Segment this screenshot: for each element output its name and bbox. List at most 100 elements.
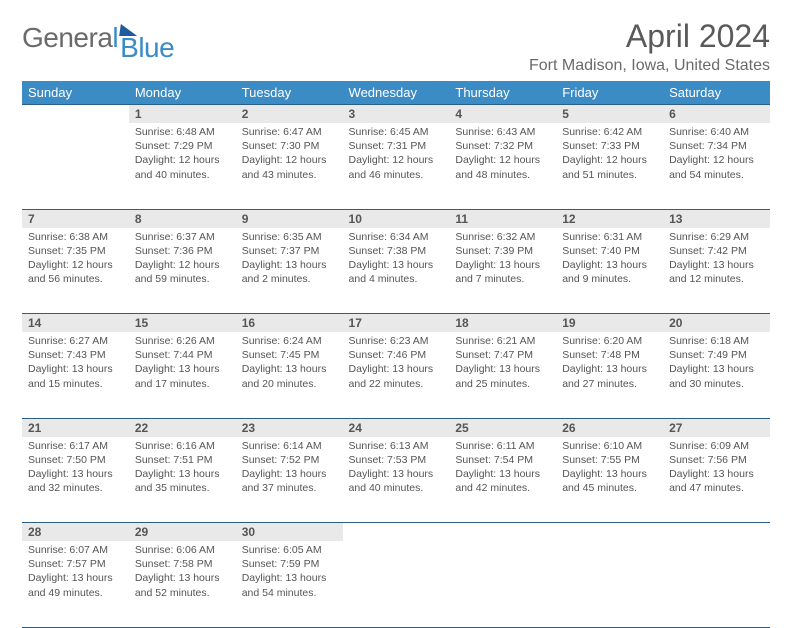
sunrise-line: Sunrise: 6:47 AM [242,125,337,139]
sunrise-line: Sunrise: 6:13 AM [349,439,444,453]
weekday-header-row: Sunday Monday Tuesday Wednesday Thursday… [22,81,770,105]
day-cell: Sunrise: 6:48 AMSunset: 7:29 PMDaylight:… [129,123,236,209]
day-number: 22 [129,418,236,437]
day-number: 11 [449,209,556,228]
day-number [449,523,556,542]
daylight-line: Daylight: 13 hours and 2 minutes. [242,258,337,286]
sunrise-line: Sunrise: 6:27 AM [28,334,123,348]
daylight-line: Daylight: 12 hours and 54 minutes. [669,153,764,181]
sunrise-line: Sunrise: 6:18 AM [669,334,764,348]
day-cell: Sunrise: 6:17 AMSunset: 7:50 PMDaylight:… [22,437,129,523]
day-number [22,105,129,124]
daylight-line: Daylight: 13 hours and 54 minutes. [242,571,337,599]
daylight-line: Daylight: 12 hours and 59 minutes. [135,258,230,286]
weekday-header: Friday [556,81,663,105]
sunset-line: Sunset: 7:57 PM [28,557,123,571]
weekday-header: Sunday [22,81,129,105]
sunset-line: Sunset: 7:56 PM [669,453,764,467]
day-number [663,523,770,542]
day-number: 1 [129,105,236,124]
sunrise-line: Sunrise: 6:48 AM [135,125,230,139]
day-number: 14 [22,314,129,333]
sunrise-line: Sunrise: 6:11 AM [455,439,550,453]
daylight-line: Daylight: 12 hours and 40 minutes. [135,153,230,181]
sunrise-line: Sunrise: 6:32 AM [455,230,550,244]
day-cell: Sunrise: 6:05 AMSunset: 7:59 PMDaylight:… [236,541,343,627]
sunrise-line: Sunrise: 6:34 AM [349,230,444,244]
sunrise-line: Sunrise: 6:38 AM [28,230,123,244]
daylight-line: Daylight: 13 hours and 52 minutes. [135,571,230,599]
content-row: Sunrise: 6:48 AMSunset: 7:29 PMDaylight:… [22,123,770,209]
daynum-row: 78910111213 [22,209,770,228]
sunrise-line: Sunrise: 6:40 AM [669,125,764,139]
sunset-line: Sunset: 7:52 PM [242,453,337,467]
day-cell: Sunrise: 6:24 AMSunset: 7:45 PMDaylight:… [236,332,343,418]
sunrise-line: Sunrise: 6:16 AM [135,439,230,453]
day-number: 16 [236,314,343,333]
content-row: Sunrise: 6:27 AMSunset: 7:43 PMDaylight:… [22,332,770,418]
day-cell: Sunrise: 6:38 AMSunset: 7:35 PMDaylight:… [22,228,129,314]
daylight-line: Daylight: 13 hours and 20 minutes. [242,362,337,390]
daynum-row: 21222324252627 [22,418,770,437]
day-cell: Sunrise: 6:40 AMSunset: 7:34 PMDaylight:… [663,123,770,209]
sunset-line: Sunset: 7:38 PM [349,244,444,258]
day-cell: Sunrise: 6:37 AMSunset: 7:36 PMDaylight:… [129,228,236,314]
sunset-line: Sunset: 7:55 PM [562,453,657,467]
sunset-line: Sunset: 7:54 PM [455,453,550,467]
daylight-line: Daylight: 13 hours and 27 minutes. [562,362,657,390]
sunrise-line: Sunrise: 6:35 AM [242,230,337,244]
logo-blue-block: Blue [120,24,174,62]
day-number: 27 [663,418,770,437]
daylight-line: Daylight: 13 hours and 49 minutes. [28,571,123,599]
day-number: 20 [663,314,770,333]
page-header: GeneralBlue April 2024 Fort Madison, Iow… [22,18,770,75]
day-cell: Sunrise: 6:10 AMSunset: 7:55 PMDaylight:… [556,437,663,523]
day-cell: Sunrise: 6:35 AMSunset: 7:37 PMDaylight:… [236,228,343,314]
sunset-line: Sunset: 7:45 PM [242,348,337,362]
day-cell [22,123,129,209]
daylight-line: Daylight: 13 hours and 35 minutes. [135,467,230,495]
day-number: 26 [556,418,663,437]
day-number: 4 [449,105,556,124]
day-cell [449,541,556,627]
month-title: April 2024 [529,18,770,55]
day-cell: Sunrise: 6:26 AMSunset: 7:44 PMDaylight:… [129,332,236,418]
daynum-row: 14151617181920 [22,314,770,333]
day-number: 8 [129,209,236,228]
daylight-line: Daylight: 13 hours and 15 minutes. [28,362,123,390]
sunset-line: Sunset: 7:29 PM [135,139,230,153]
day-number: 7 [22,209,129,228]
daylight-line: Daylight: 13 hours and 9 minutes. [562,258,657,286]
daylight-line: Daylight: 13 hours and 12 minutes. [669,258,764,286]
logo-text-general: Genera [22,24,112,52]
daylight-line: Daylight: 13 hours and 17 minutes. [135,362,230,390]
daylight-line: Daylight: 13 hours and 22 minutes. [349,362,444,390]
day-number: 25 [449,418,556,437]
sunset-line: Sunset: 7:59 PM [242,557,337,571]
sunset-line: Sunset: 7:42 PM [669,244,764,258]
daylight-line: Daylight: 12 hours and 43 minutes. [242,153,337,181]
day-cell: Sunrise: 6:21 AMSunset: 7:47 PMDaylight:… [449,332,556,418]
sunset-line: Sunset: 7:43 PM [28,348,123,362]
day-cell [343,541,450,627]
sunset-line: Sunset: 7:32 PM [455,139,550,153]
day-number: 15 [129,314,236,333]
daylight-line: Daylight: 13 hours and 7 minutes. [455,258,550,286]
daynum-row: 123456 [22,105,770,124]
title-block: April 2024 Fort Madison, Iowa, United St… [529,18,770,75]
daylight-line: Daylight: 13 hours and 4 minutes. [349,258,444,286]
daylight-line: Daylight: 12 hours and 56 minutes. [28,258,123,286]
calendar-table: Sunday Monday Tuesday Wednesday Thursday… [22,81,770,628]
daylight-line: Daylight: 13 hours and 47 minutes. [669,467,764,495]
daylight-line: Daylight: 13 hours and 25 minutes. [455,362,550,390]
day-cell [663,541,770,627]
day-number: 3 [343,105,450,124]
sunrise-line: Sunrise: 6:26 AM [135,334,230,348]
day-cell: Sunrise: 6:42 AMSunset: 7:33 PMDaylight:… [556,123,663,209]
sunrise-line: Sunrise: 6:21 AM [455,334,550,348]
content-row: Sunrise: 6:17 AMSunset: 7:50 PMDaylight:… [22,437,770,523]
day-number: 30 [236,523,343,542]
day-cell: Sunrise: 6:07 AMSunset: 7:57 PMDaylight:… [22,541,129,627]
day-number: 24 [343,418,450,437]
sunset-line: Sunset: 7:31 PM [349,139,444,153]
